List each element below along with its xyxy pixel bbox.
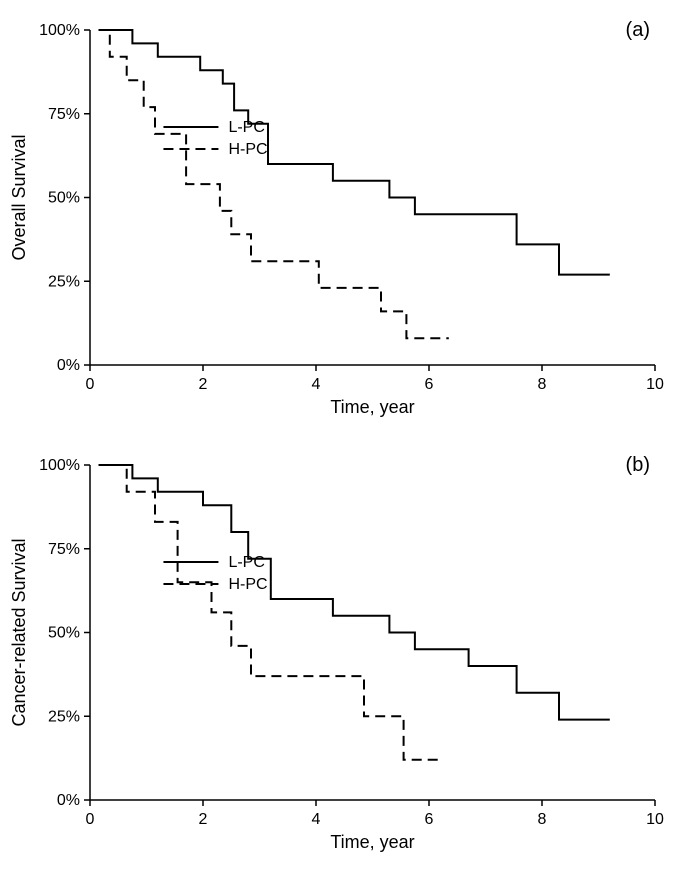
x-tick-label: 2: [199, 811, 208, 828]
x-axis-label: Time, year: [330, 397, 414, 417]
x-tick-label: 6: [425, 376, 434, 393]
y-axis-label: Cancer-related Survival: [9, 538, 29, 726]
panel-a: 0 2 4 6 8 10 Time, year 0% 25% 50% 75% 100% Overall …: [0, 10, 675, 430]
chart-svg-a: 0 2 4 6 8 10 Time, year 0% 25% 50% 75% 100% Overall …: [0, 10, 675, 430]
legend-label: H-PC: [228, 576, 267, 593]
panel-label: (a): [626, 19, 650, 41]
x-tick-label: 8: [538, 376, 547, 393]
series-h-pc: [99, 465, 441, 760]
legend-label: L-PC: [228, 554, 264, 571]
panel-b: 0 2 4 6 8 10 Time, year 0% 25% 50% 75% 100% Cancer-r…: [0, 445, 675, 865]
series-l-pc: [99, 465, 610, 720]
y-tick-label: 25%: [48, 708, 80, 725]
x-tick-label: 8: [538, 811, 547, 828]
x-tick-label: 4: [312, 376, 321, 393]
y-tick-label: 0%: [57, 792, 80, 809]
x-tick-label: 10: [646, 811, 664, 828]
axis-frame: [90, 30, 655, 365]
y-axis-label: Overall Survival: [9, 134, 29, 260]
x-tick-label: 4: [312, 811, 321, 828]
y-tick-label: 50%: [48, 625, 80, 642]
y-tick-label: 100%: [39, 22, 80, 39]
x-tick-label: 10: [646, 376, 664, 393]
x-tick-label: 2: [199, 376, 208, 393]
x-tick-label: 6: [425, 811, 434, 828]
figure-container: 0246810Time, year0%25%50%75%100%Overall …: [0, 0, 675, 875]
panel-label: (b): [626, 454, 650, 476]
chart-svg-b: 0 2 4 6 8 10 Time, year 0% 25% 50% 75% 100% Cancer-r…: [0, 445, 675, 865]
y-tick-label: 75%: [48, 106, 80, 123]
x-tick-label: 0: [86, 811, 95, 828]
y-tick-label: 100%: [39, 457, 80, 474]
x-axis-label: Time, year: [330, 832, 414, 852]
axis-frame: [90, 465, 655, 800]
y-tick-label: 50%: [48, 190, 80, 207]
series-h-pc: [99, 30, 449, 338]
x-tick-label: 0: [86, 376, 95, 393]
legend-label: L-PC: [228, 119, 264, 136]
series-l-pc: [99, 30, 610, 275]
legend-label: H-PC: [228, 141, 267, 158]
y-tick-label: 25%: [48, 273, 80, 290]
y-tick-label: 0%: [57, 357, 80, 374]
y-tick-label: 75%: [48, 541, 80, 558]
